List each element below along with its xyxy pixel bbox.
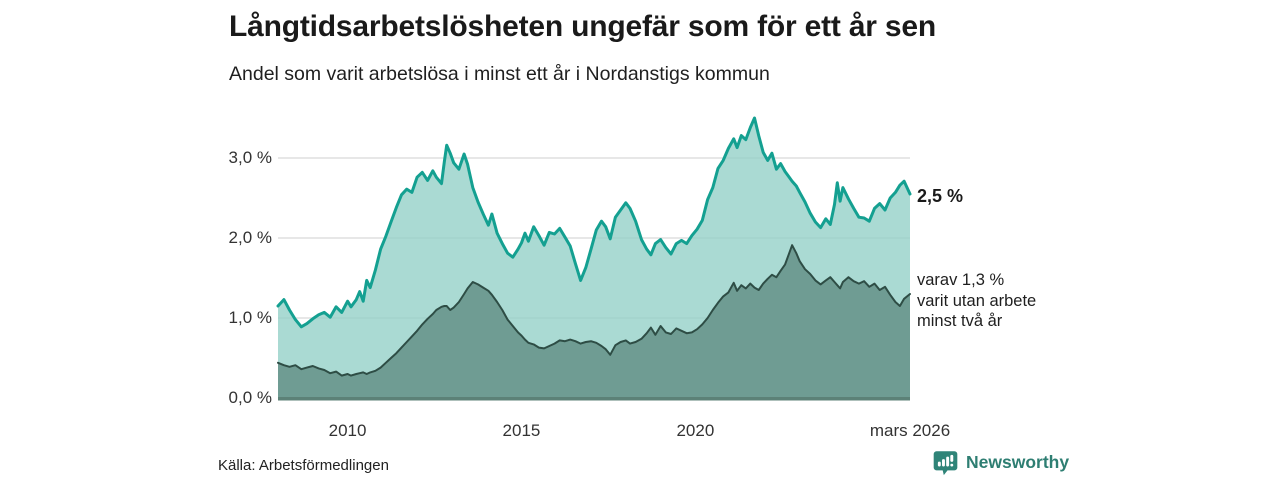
- series-end-label-total: 2,5 %: [917, 186, 964, 206]
- newsworthy-icon: [933, 451, 958, 476]
- y-tick-label: 1,0 %: [228, 308, 272, 327]
- x-axis-line: [278, 397, 910, 401]
- y-tick-label: 0,0 %: [228, 388, 272, 407]
- annotation-line: varav 1,3 %: [917, 271, 1005, 289]
- chart-subtitle: Andel som varit arbetslösa i minst ett å…: [229, 63, 770, 85]
- annotation-line: varit utan arbete: [917, 291, 1037, 310]
- x-tick-label: mars 2026: [869, 421, 951, 440]
- line-unemployed-two-years: [277, 244, 911, 377]
- line-unemployed-one-year: [276, 116, 912, 329]
- chart-title: Långtidsarbetslösheten ungefär som för e…: [229, 10, 937, 43]
- newsworthy-logo: Newsworthy: [932, 449, 1069, 476]
- y-tick-label: 3,0 %: [228, 148, 272, 167]
- x-tick-label: 2020: [676, 421, 715, 440]
- annotation-line: minst två år: [917, 312, 1003, 330]
- area-unemployed-two-years: [278, 245, 910, 399]
- y-tick-label: 2,0 %: [228, 228, 272, 247]
- x-tick-label: 2010: [328, 421, 367, 440]
- series-end-label-two-years: varav 1,3 % varit utan arbete minst två …: [917, 270, 1036, 332]
- x-tick-label: 2015: [502, 421, 541, 440]
- newsworthy-wordmark: Newsworthy: [966, 452, 1070, 472]
- source-label: Källa: Arbetsförmedlingen: [218, 457, 389, 474]
